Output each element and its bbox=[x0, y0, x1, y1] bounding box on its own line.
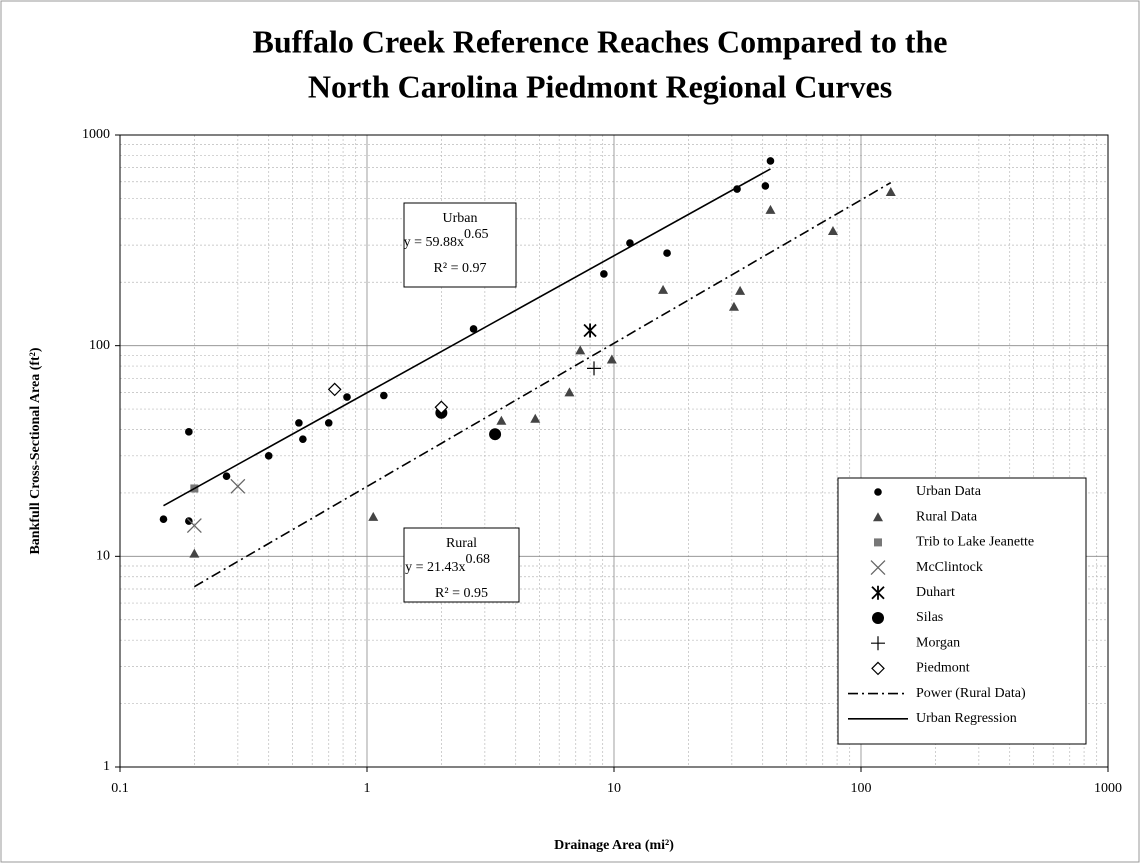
marker bbox=[761, 182, 770, 190]
marker bbox=[434, 400, 449, 415]
legend-label: Urban Data bbox=[916, 484, 982, 499]
plot-area bbox=[119, 134, 1109, 768]
x-tick-label: 0.1 bbox=[111, 781, 129, 796]
annotation-title: Rural bbox=[446, 536, 477, 551]
legend-label: Duhart bbox=[916, 585, 955, 600]
marker bbox=[575, 345, 586, 355]
legend-label: Power (Rural Data) bbox=[916, 686, 1026, 701]
marker bbox=[583, 323, 597, 338]
annotation-box bbox=[403, 527, 520, 603]
marker bbox=[299, 435, 307, 443]
annotation-title: Urban bbox=[443, 211, 478, 226]
marker bbox=[827, 226, 838, 236]
legend-label: Morgan bbox=[916, 635, 960, 650]
marker bbox=[222, 472, 231, 481]
x-tick-label: 1000 bbox=[1094, 781, 1122, 796]
marker bbox=[185, 517, 193, 525]
y-tick-label: 1 bbox=[103, 759, 110, 774]
legend-label: Rural Data bbox=[916, 509, 978, 524]
marker bbox=[658, 284, 669, 294]
legend-marker bbox=[874, 538, 882, 547]
marker bbox=[185, 428, 193, 436]
marker bbox=[564, 387, 575, 397]
x-tick-label: 100 bbox=[851, 781, 872, 796]
marker bbox=[324, 419, 333, 427]
marker bbox=[489, 428, 502, 441]
legend-marker bbox=[871, 661, 885, 676]
legend-marker bbox=[873, 512, 883, 522]
marker bbox=[600, 270, 608, 278]
legend-label: Piedmont bbox=[916, 661, 970, 676]
legend-marker bbox=[870, 560, 886, 576]
marker bbox=[327, 382, 342, 397]
marker bbox=[587, 361, 602, 376]
marker bbox=[469, 325, 478, 333]
marker bbox=[380, 391, 388, 400]
marker bbox=[606, 354, 617, 364]
marker bbox=[264, 452, 273, 460]
annotation-equation: y = 59.88x bbox=[404, 235, 464, 250]
marker bbox=[230, 478, 246, 494]
marker bbox=[735, 285, 746, 295]
chart-title: Buffalo Creek Reference Reaches Compared… bbox=[253, 23, 948, 59]
marker bbox=[496, 415, 507, 425]
x-tick-label: 10 bbox=[607, 781, 621, 796]
marker bbox=[885, 187, 896, 197]
chart-title: North Carolina Piedmont Regional Curves bbox=[308, 68, 892, 104]
annotation-exponent: 0.68 bbox=[466, 552, 491, 567]
y-tick-label: 1000 bbox=[82, 127, 110, 142]
marker bbox=[186, 518, 202, 534]
annotation-equation: y = 21.43x bbox=[405, 560, 465, 575]
marker bbox=[765, 204, 776, 214]
legend-marker bbox=[872, 612, 884, 624]
marker bbox=[728, 301, 739, 311]
marker bbox=[663, 249, 671, 257]
y-tick-label: 10 bbox=[96, 549, 110, 564]
y-axis-label: Bankfull Cross-Sectional Area (ft²) bbox=[28, 347, 43, 554]
marker bbox=[766, 157, 775, 165]
legend-marker bbox=[874, 488, 882, 496]
legend-label: Trib to Lake Jeanette bbox=[916, 535, 1034, 550]
x-axis-label: Drainage Area (mi²) bbox=[554, 838, 674, 853]
legend-marker bbox=[871, 585, 885, 600]
annotation-box bbox=[403, 202, 517, 288]
trend-line bbox=[163, 168, 771, 507]
marker bbox=[530, 413, 541, 423]
marker bbox=[295, 419, 303, 427]
annotation-exponent: 0.65 bbox=[464, 227, 489, 242]
legend-label: Urban Regression bbox=[916, 711, 1017, 726]
y-tick-label: 100 bbox=[89, 338, 110, 353]
legend-box bbox=[837, 477, 1087, 745]
annotation-r-squared: R² = 0.95 bbox=[435, 586, 488, 601]
marker bbox=[343, 393, 351, 401]
marker bbox=[189, 548, 200, 558]
legend-label: McClintock bbox=[916, 560, 983, 575]
marker bbox=[368, 511, 379, 521]
trend-line bbox=[193, 181, 892, 588]
marker bbox=[626, 239, 634, 247]
marker bbox=[159, 515, 168, 524]
legend-marker bbox=[871, 636, 885, 651]
legend-label: Silas bbox=[916, 610, 943, 625]
annotation-r-squared: R² = 0.97 bbox=[434, 261, 487, 276]
x-tick-label: 1 bbox=[364, 781, 371, 796]
